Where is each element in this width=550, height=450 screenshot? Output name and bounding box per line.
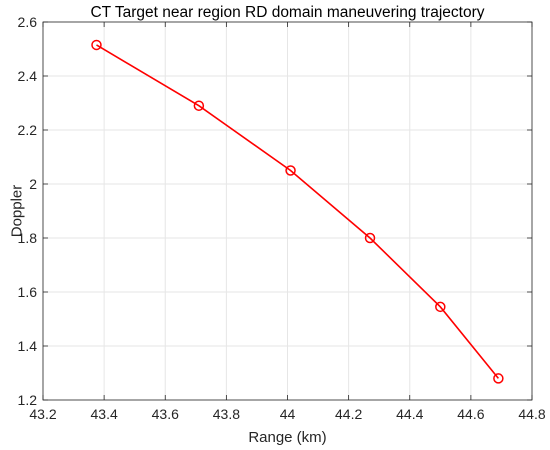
y-tick-label: 1.8 bbox=[18, 230, 38, 246]
data-point-marker bbox=[285, 165, 296, 176]
x-tick-label: 44.4 bbox=[396, 406, 423, 422]
x-tick-label: 43.2 bbox=[29, 406, 56, 422]
y-tick-label: 1.4 bbox=[18, 338, 38, 354]
data-point-marker bbox=[493, 373, 504, 384]
chart-title: CT Target near region RD domain maneuver… bbox=[90, 4, 484, 21]
y-tick-label: 2 bbox=[29, 176, 37, 192]
x-axis-label: Range (km) bbox=[248, 429, 326, 446]
x-tick-label: 44.2 bbox=[335, 406, 362, 422]
y-tick-label: 2.4 bbox=[18, 68, 38, 84]
x-tick-label: 43.4 bbox=[91, 406, 118, 422]
data-point-marker bbox=[364, 232, 376, 244]
plot-area: 43.2 43.4 43.6 43.8 44 44.2 44.4 44.6 44.8 1.2 1.4… bbox=[18, 14, 546, 422]
y-tick-label: 2.6 bbox=[18, 14, 38, 30]
data-point-marker bbox=[435, 301, 446, 313]
x-tick-label: 44.8 bbox=[518, 406, 545, 422]
y-tick-label: 1.6 bbox=[18, 284, 38, 300]
series-line bbox=[96, 44, 500, 379]
x-tick-label: 43.8 bbox=[213, 406, 240, 422]
y-axis-label: Doppler bbox=[8, 185, 25, 238]
y-tick-label: 1.2 bbox=[18, 392, 38, 408]
x-tick-label: 43.6 bbox=[152, 406, 179, 422]
data-point-marker bbox=[193, 100, 205, 111]
y-tick-label: 2.2 bbox=[18, 122, 38, 138]
data-point-marker bbox=[91, 39, 102, 51]
x-tick-label: 44.6 bbox=[457, 406, 484, 422]
x-tick-label: 44 bbox=[280, 406, 296, 422]
